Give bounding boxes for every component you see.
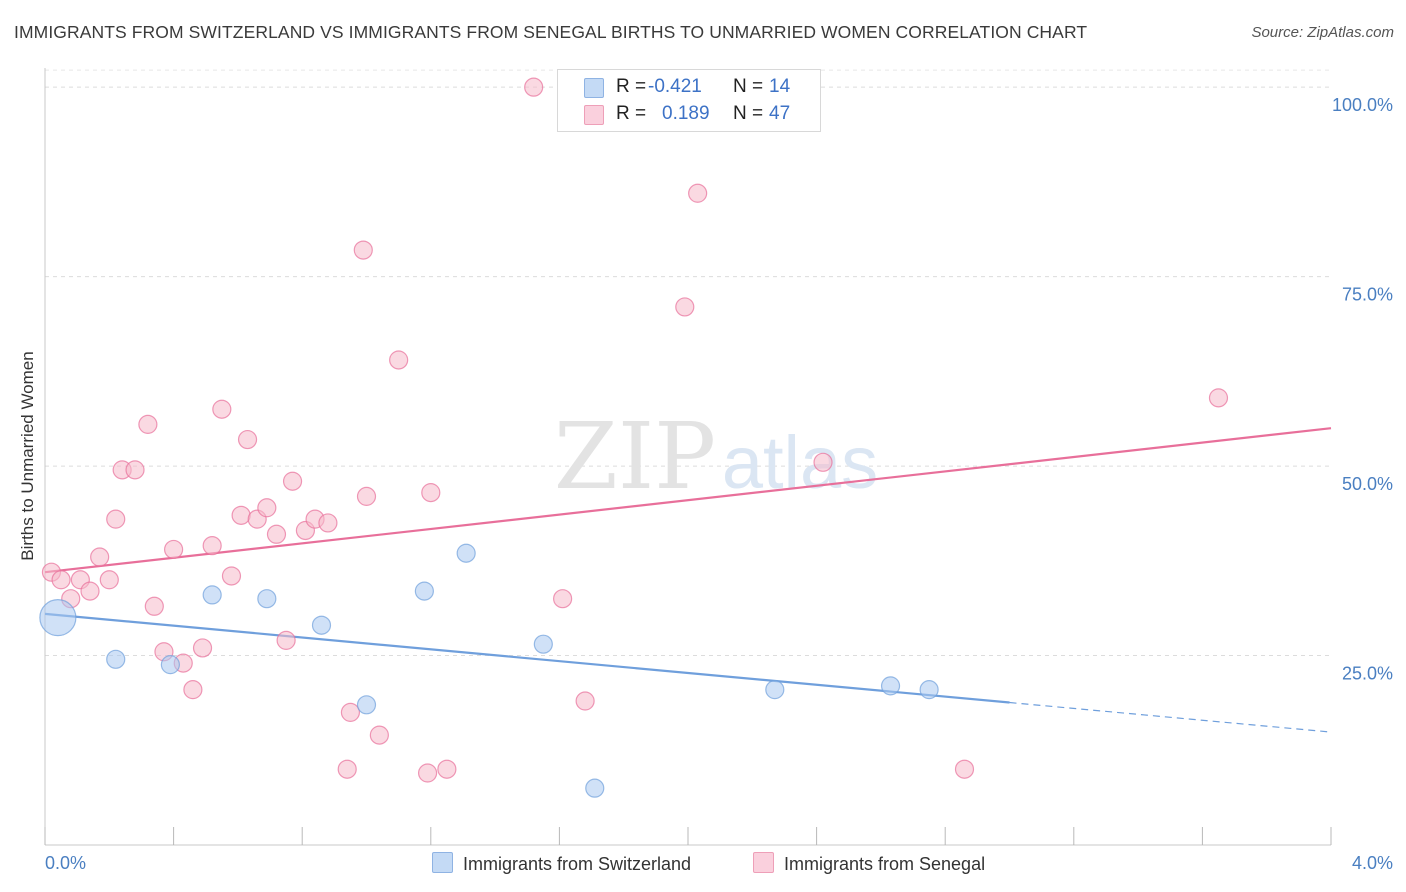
legend-r-value: 0.189 (662, 103, 710, 124)
point-senegal (553, 589, 573, 609)
point-senegal (688, 183, 708, 203)
y-tick-label: 75.0% (1342, 285, 1393, 305)
point-senegal (164, 539, 184, 560)
point-switzerland (39, 599, 77, 637)
bottom-legend-label-switzerland: Immigrants from Switzerland (463, 854, 692, 874)
legend-n-value: 14 (769, 76, 791, 97)
chart-title: IMMIGRANTS FROM SWITZERLAND VS IMMIGRANT… (14, 22, 1088, 42)
point-senegal (212, 399, 232, 419)
legend-n-label: N = (733, 103, 764, 124)
axes (44, 68, 1332, 846)
legend-n-value: 47 (769, 103, 791, 124)
correlation-legend: R = -0.421 N = 14 R = 0.189 N = 47 (557, 69, 821, 132)
point-switzerland (765, 680, 785, 700)
watermark-atlas: atlas (722, 421, 878, 504)
point-senegal (437, 759, 457, 779)
point-senegal (813, 452, 833, 472)
grid-lines (45, 69, 1331, 657)
point-senegal (192, 638, 213, 658)
legend-r-value: -0.421 (648, 76, 702, 97)
point-senegal (266, 524, 287, 544)
watermark-zip: ZIP (554, 403, 716, 510)
x-tick-label: 0.0% (45, 853, 86, 873)
point-switzerland (106, 649, 126, 669)
point-senegal (282, 471, 303, 491)
point-switzerland (880, 676, 901, 696)
point-senegal (51, 570, 71, 590)
point-switzerland (356, 695, 377, 715)
point-senegal (257, 498, 277, 518)
point-senegal (90, 547, 110, 567)
legend-n-label: N = (733, 76, 764, 97)
point-senegal (675, 297, 695, 317)
x-tick-label: 4.0% (1352, 853, 1393, 873)
point-senegal (125, 460, 145, 480)
point-switzerland (202, 585, 222, 605)
point-senegal (221, 566, 242, 586)
tick-labels: 25.0% 50.0% 75.0% 100.0% 0.0% 4.0% (45, 95, 1393, 873)
point-switzerland (257, 589, 277, 609)
point-senegal (276, 630, 296, 650)
legend-row-senegal: R = 0.189 N = 47 (558, 101, 820, 127)
data-points (39, 77, 1229, 798)
y-tick-label: 100.0% (1332, 95, 1393, 115)
point-senegal (144, 596, 164, 616)
point-senegal (337, 759, 357, 779)
y-tick-label: 25.0% (1342, 664, 1393, 684)
trend-line (44, 427, 1332, 574)
bottom-legend-swatch-switzerland (432, 852, 453, 873)
point-senegal (369, 725, 389, 745)
point-senegal (417, 763, 438, 783)
point-senegal (183, 680, 203, 700)
point-senegal (231, 505, 251, 525)
point-switzerland (533, 634, 553, 654)
point-switzerland (160, 655, 180, 675)
legend-row-switzerland: R = -0.421 N = 14 (558, 74, 820, 100)
point-senegal (353, 240, 373, 260)
legend-swatch-senegal (584, 105, 604, 125)
source-note: Source: ZipAtlas.com (1251, 24, 1394, 41)
point-senegal (389, 350, 409, 370)
watermark: ZIP atlas (554, 403, 878, 510)
point-switzerland (456, 543, 476, 563)
point-senegal (138, 414, 158, 434)
point-switzerland (311, 615, 332, 635)
legend-r-label: R = (616, 103, 647, 124)
point-senegal (954, 759, 975, 779)
trend-line (44, 612, 1010, 704)
point-senegal (99, 570, 119, 590)
y-tick-label: 50.0% (1342, 474, 1393, 494)
bottom-legend-senegal: Immigrants from Senegal (753, 852, 985, 875)
point-senegal (356, 486, 377, 506)
point-senegal (1208, 388, 1229, 408)
legend-r-label: R = (616, 76, 647, 97)
point-switzerland (919, 680, 939, 700)
point-switzerland (585, 778, 605, 798)
point-switzerland (414, 581, 434, 601)
trend-line-extension (1009, 701, 1332, 733)
point-senegal (524, 77, 544, 97)
trend-lines (44, 427, 1332, 733)
legend-swatch-switzerland (584, 78, 604, 98)
point-senegal (237, 429, 258, 450)
point-senegal (340, 702, 361, 722)
point-senegal (318, 513, 338, 533)
bottom-legend-swatch-senegal (753, 852, 774, 873)
bottom-legend-switzerland: Immigrants from Switzerland (432, 852, 691, 875)
point-senegal (80, 581, 100, 601)
point-senegal (575, 691, 595, 711)
point-senegal (202, 536, 222, 556)
point-senegal (106, 509, 126, 529)
bottom-legend-label-senegal: Immigrants from Senegal (784, 854, 986, 874)
point-senegal (421, 483, 441, 503)
